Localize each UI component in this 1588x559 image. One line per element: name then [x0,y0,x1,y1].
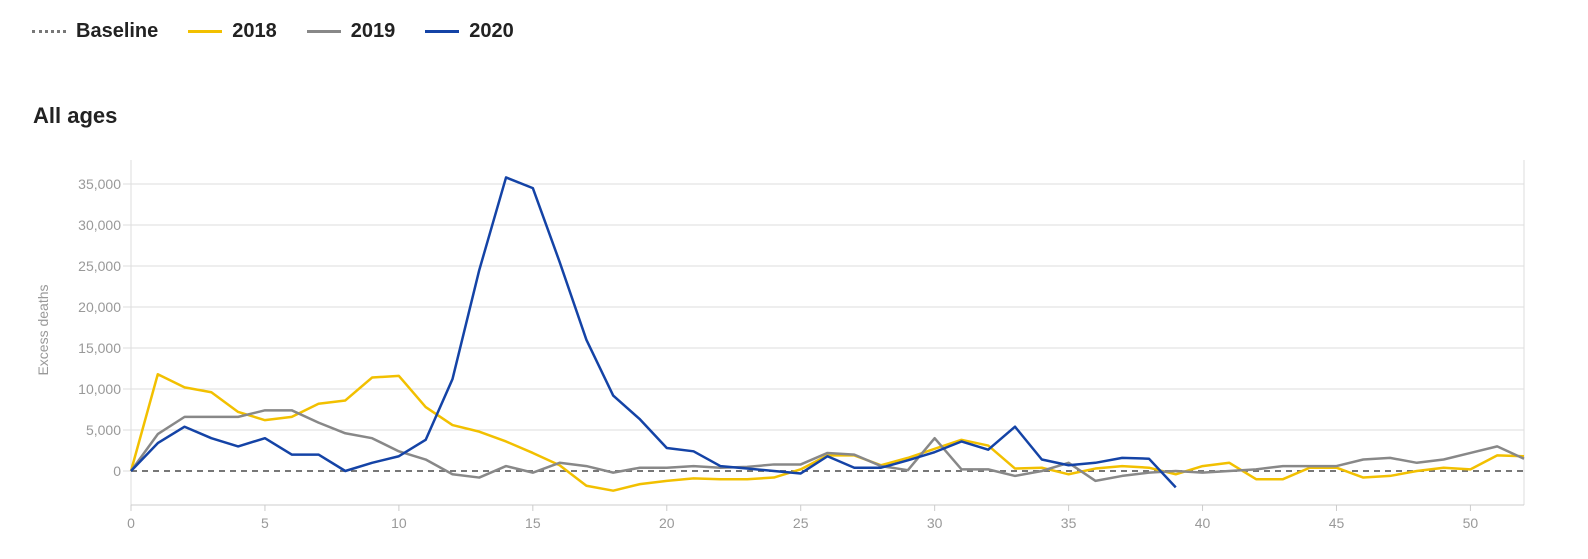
y-tick-label: 5,000 [86,422,121,438]
2018-swatch [188,30,223,33]
x-tick-label: 50 [1463,515,1479,531]
2019-swatch [306,30,341,33]
legend: Baseline 2018 2019 2020 [32,20,514,43]
x-tick-label: 40 [1195,515,1211,531]
legend-label: Baseline [76,20,159,42]
x-tick-label: 35 [1061,515,1077,531]
y-tick-label: 10,000 [78,381,121,397]
y-tick-label: 0 [113,463,121,479]
series-line-2020 [130,176,1177,489]
y-axis-label: Excess deaths [35,284,51,375]
y-tick-label: 25,000 [78,258,121,274]
legend-label: 2019 [350,20,396,42]
y-tick-label: 20,000 [78,299,121,315]
chart-title: All ages [33,103,118,128]
legend-item-2018[interactable]: 2018 [188,20,277,43]
legend-item-baseline[interactable]: Baseline [32,20,158,43]
x-tick-label: 10 [391,515,407,531]
x-tick-label: 0 [127,515,135,531]
x-tick-label: 45 [1329,515,1345,531]
x-tick-label: 30 [927,515,943,531]
y-tick-label: 30,000 [78,217,121,233]
y-tick-label: 15,000 [78,340,121,356]
x-tick-label: 5 [261,515,269,531]
x-tick-label: 15 [525,515,541,531]
y-tick-label: 35,000 [78,176,121,192]
2020-swatch [425,30,460,33]
legend-item-2019[interactable]: 2019 [306,20,396,43]
legend-label: 2020 [469,20,514,42]
baseline-swatch [32,30,66,33]
series-line-2019 [129,409,1525,483]
x-tick-label: 25 [793,515,809,531]
x-tick-label: 20 [659,515,675,531]
legend-label: 2018 [232,20,277,42]
legend-item-2020[interactable]: 2020 [425,20,514,43]
